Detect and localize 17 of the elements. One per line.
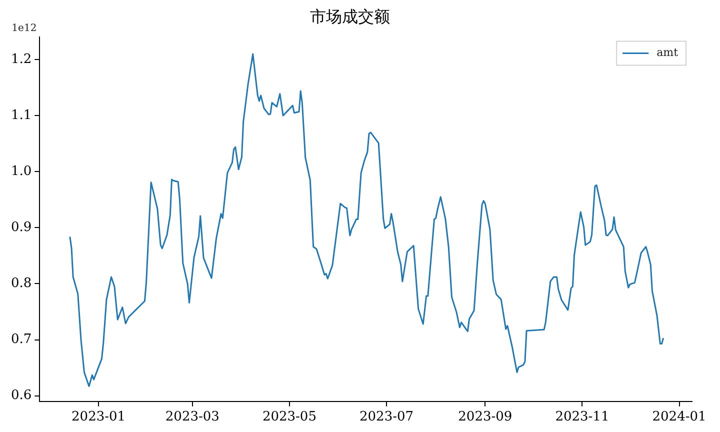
- x-tick-label: 2023-11: [555, 410, 610, 425]
- x-tick-label: 2024-01: [652, 410, 706, 425]
- legend-label: amt: [656, 46, 679, 60]
- y-tick-label: 0.6: [10, 388, 32, 404]
- x-tick-label: 2023-01: [72, 410, 126, 425]
- y-tick-label: 1.1: [10, 108, 32, 124]
- y-tick-label: 0.8: [10, 276, 32, 292]
- y-tick-label: 0.7: [10, 332, 32, 348]
- x-tick-label: 2023-03: [165, 410, 220, 425]
- y-tick-label: 0.9: [10, 220, 32, 236]
- chart-title: 市场成交额: [310, 6, 390, 26]
- x-tick-label: 2023-07: [360, 410, 414, 425]
- y-tick-label: 1.2: [10, 52, 32, 67]
- x-tick-label: 2023-05: [262, 410, 316, 425]
- y-tick-label: 1.0: [10, 164, 32, 180]
- text: 1e12: [12, 22, 37, 34]
- x-tick-label: 2023-09: [458, 410, 512, 425]
